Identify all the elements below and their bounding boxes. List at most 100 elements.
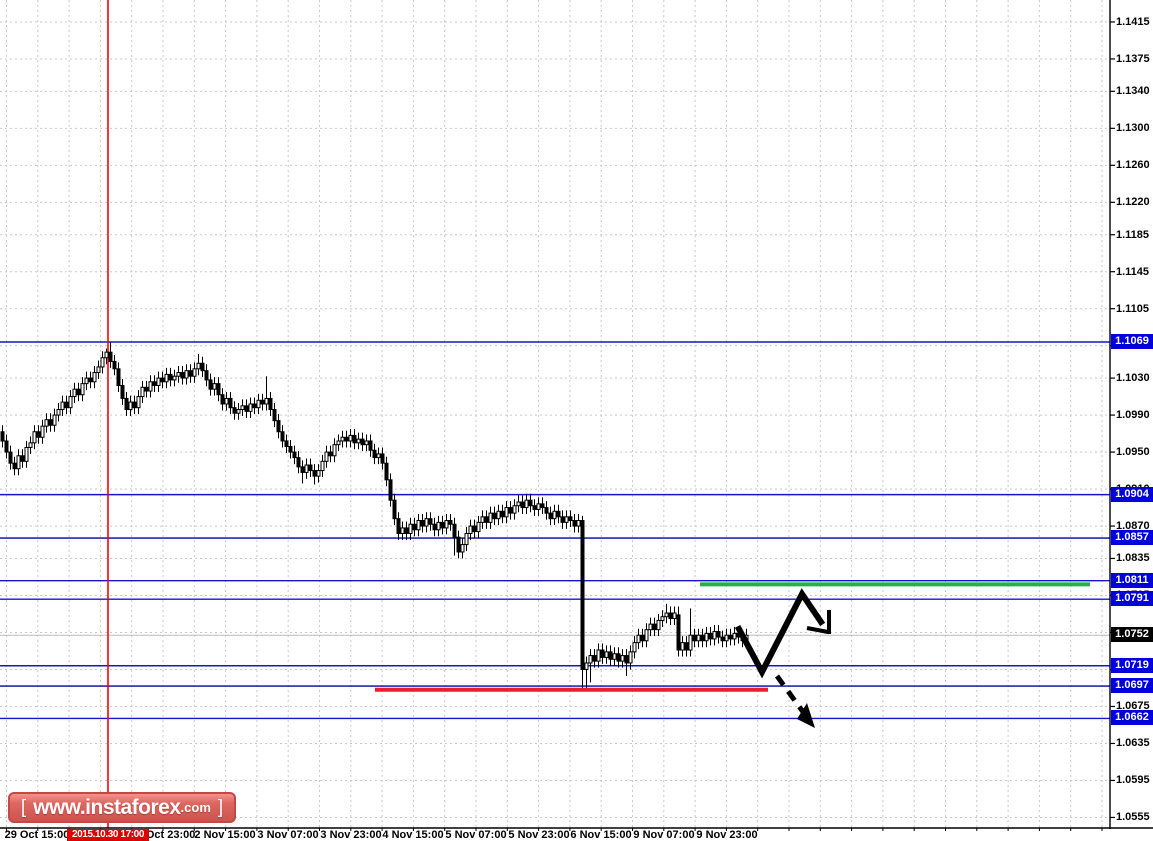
logo-open-bracket: [ <box>20 796 27 818</box>
candle-body <box>216 383 221 396</box>
candle-body <box>588 655 593 664</box>
candle-body <box>684 642 689 651</box>
candle-body <box>496 510 501 520</box>
candle-body <box>528 499 533 507</box>
candle-body <box>640 634 645 642</box>
candle-body <box>108 351 113 362</box>
candle-body <box>40 425 45 438</box>
candle-body <box>12 462 17 470</box>
price-tick-label: 1.1260 <box>1116 159 1150 172</box>
candle-body <box>328 451 333 457</box>
time-tick-label: 6 Nov 15:00 <box>570 829 632 841</box>
candle-body <box>556 510 561 518</box>
candle-body <box>396 518 401 534</box>
price-tick-label: 1.0595 <box>1116 774 1150 787</box>
candle-body <box>124 397 129 411</box>
level-price-label: 1.0857 <box>1111 530 1153 546</box>
candle-body <box>104 351 109 359</box>
candle-body <box>324 451 329 462</box>
candle-body <box>380 453 385 464</box>
candle-body <box>520 501 525 509</box>
candle-body <box>20 455 25 462</box>
forecast-zigzag-arrow <box>734 588 826 679</box>
time-tick-label: 9 Nov 23:00 <box>696 829 758 841</box>
candle-body <box>636 634 641 644</box>
candle-body <box>284 440 289 448</box>
price-tick-label: 1.0950 <box>1116 446 1150 459</box>
candle-body <box>364 440 369 446</box>
candle-body <box>336 440 341 446</box>
candle-body <box>320 460 325 472</box>
candle-body <box>240 405 245 411</box>
candle-body <box>712 631 717 640</box>
candle-body <box>356 438 361 444</box>
dashed-down-arrow-shaft <box>774 674 809 718</box>
logo-text: www.instaforex <box>33 795 181 819</box>
candle-body <box>680 642 685 651</box>
candle-body <box>732 632 737 640</box>
candle-body <box>384 462 389 481</box>
candle-body <box>116 368 121 386</box>
candle-body <box>704 632 709 642</box>
price-tick-label: 1.1145 <box>1116 265 1150 278</box>
candle-body <box>664 612 669 618</box>
level-price-label: 1.0697 <box>1111 678 1153 694</box>
candle-body <box>120 384 125 399</box>
candle-body <box>388 479 393 501</box>
candle-body <box>60 401 65 411</box>
candle-body <box>376 453 381 459</box>
candle-body <box>276 420 281 433</box>
candle-body <box>720 636 725 642</box>
candle-body <box>176 372 181 377</box>
candle-body <box>36 431 41 438</box>
candle-body <box>212 383 217 390</box>
candle-body <box>64 401 69 409</box>
price-tick-label: 1.0555 <box>1116 811 1150 824</box>
candle-body <box>676 614 681 651</box>
candle-body <box>584 662 589 670</box>
candle-body <box>332 444 337 457</box>
time-tick-label: 3 Nov 07:00 <box>257 829 319 841</box>
candle-body <box>88 377 93 383</box>
candle-body <box>296 457 301 468</box>
candle-body <box>348 434 353 442</box>
candle-body <box>144 386 149 392</box>
candle-body <box>16 455 21 470</box>
time-tick-label: 29 Oct 15:00 <box>4 829 70 841</box>
candle-body <box>548 512 553 520</box>
current-price-label: 1.0752 <box>1111 627 1153 643</box>
candle-body <box>672 612 677 620</box>
candle-body <box>492 512 497 520</box>
price-tick-label: 1.0870 <box>1116 520 1150 533</box>
candle-body <box>128 401 133 411</box>
candle-body <box>68 396 73 409</box>
price-tick-label: 1.1375 <box>1116 52 1150 65</box>
candle-body <box>572 520 577 527</box>
candle-body <box>196 362 201 370</box>
candle-body <box>644 629 649 642</box>
price-tick-label: 1.0675 <box>1116 700 1150 713</box>
candle-body <box>624 655 629 664</box>
candle-body <box>632 642 637 653</box>
candle-body <box>136 396 141 409</box>
candle-body <box>448 520 453 525</box>
candle-body <box>524 499 529 509</box>
candle-body <box>44 419 49 427</box>
candle-body <box>8 451 13 464</box>
candle-body <box>312 470 317 477</box>
time-tick-label: 9 Nov 07:00 <box>633 829 695 841</box>
candle-body <box>228 397 233 409</box>
candle-body <box>360 438 365 446</box>
candle-body <box>24 446 29 462</box>
candle-body <box>164 373 169 383</box>
candle-body <box>264 397 269 405</box>
candle-body <box>604 651 609 658</box>
candle-body <box>540 503 545 509</box>
candle-body <box>304 464 309 473</box>
candle-body <box>220 394 225 405</box>
candle-body <box>392 499 397 520</box>
candle-body <box>292 451 297 459</box>
instaforex-logo[interactable]: [www.instaforex .com] <box>8 792 236 823</box>
time-tick-label: 5 Nov 07:00 <box>445 829 507 841</box>
